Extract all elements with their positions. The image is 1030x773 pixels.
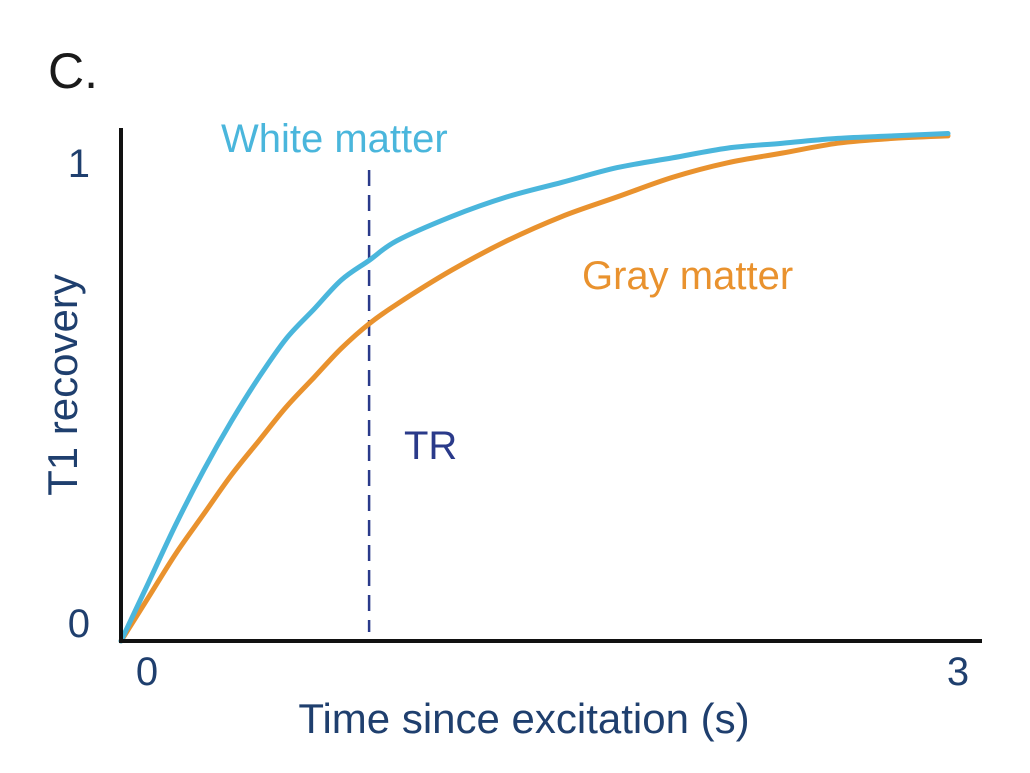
plot-area	[118, 131, 951, 644]
series-label-white-matter: White matter	[221, 117, 448, 161]
series-line-white-matter	[118, 131, 951, 644]
y-axis-label: T1 recovery	[39, 274, 86, 496]
y-tick-label-0: 0	[68, 602, 90, 646]
series-line-gray-matter	[118, 133, 951, 644]
x-tick-label-0: 0	[136, 650, 158, 694]
x-tick-label-3: 3	[947, 650, 969, 694]
series-label-gray-matter: Gray matter	[582, 254, 793, 298]
tr-annotation-label: TR	[404, 424, 457, 468]
panel-label: C.	[48, 43, 98, 99]
y-tick-label-1: 1	[68, 142, 90, 186]
x-axis-label: Time since excitation (s)	[298, 695, 749, 742]
